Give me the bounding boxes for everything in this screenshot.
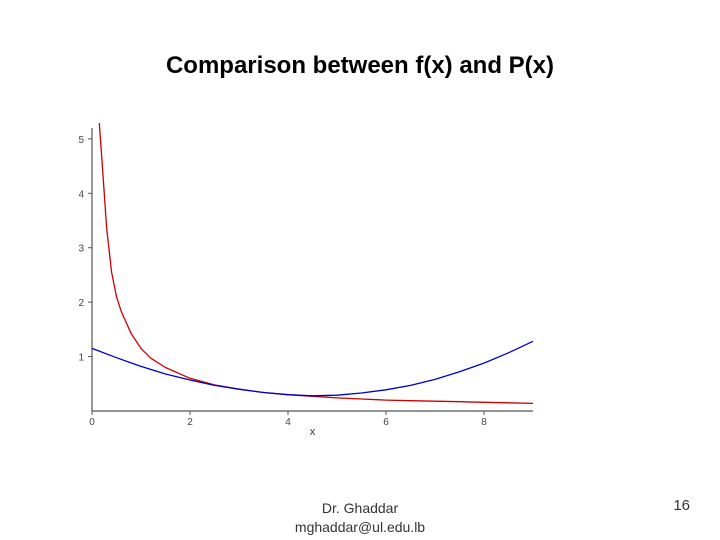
author-name: Dr. Ghaddar <box>321 500 399 516</box>
author-email: mghaddar@ul.edu.lb <box>294 519 426 535</box>
slide-title: Comparison between f(x) and P(x) <box>165 52 555 79</box>
x-tick-label: 0 <box>89 417 95 428</box>
y-tick-label: 2 <box>78 298 84 309</box>
x-axis-label: x <box>310 426 316 438</box>
page-number: 16 <box>673 497 690 514</box>
chart-ticks: 0 2 4 6 8 1 2 3 4 5 <box>78 135 487 428</box>
x-tick-label: 2 <box>187 417 193 428</box>
red-curve-line <box>98 122 534 405</box>
blue-curve-line <box>91 340 534 397</box>
x-tick-label: 8 <box>481 417 487 428</box>
chart-axes <box>91 128 533 412</box>
chart-curves <box>91 122 534 405</box>
x-tick-label: 4 <box>285 417 291 428</box>
x-tick-label: 6 <box>383 417 389 428</box>
slide-footer: Dr. Ghaddar mghaddar@ul.edu.lb <box>255 499 465 537</box>
y-tick-label: 3 <box>78 244 84 255</box>
y-tick-label: 1 <box>78 353 84 364</box>
y-tick-label: 5 <box>78 135 84 146</box>
y-tick-label: 4 <box>78 189 84 200</box>
